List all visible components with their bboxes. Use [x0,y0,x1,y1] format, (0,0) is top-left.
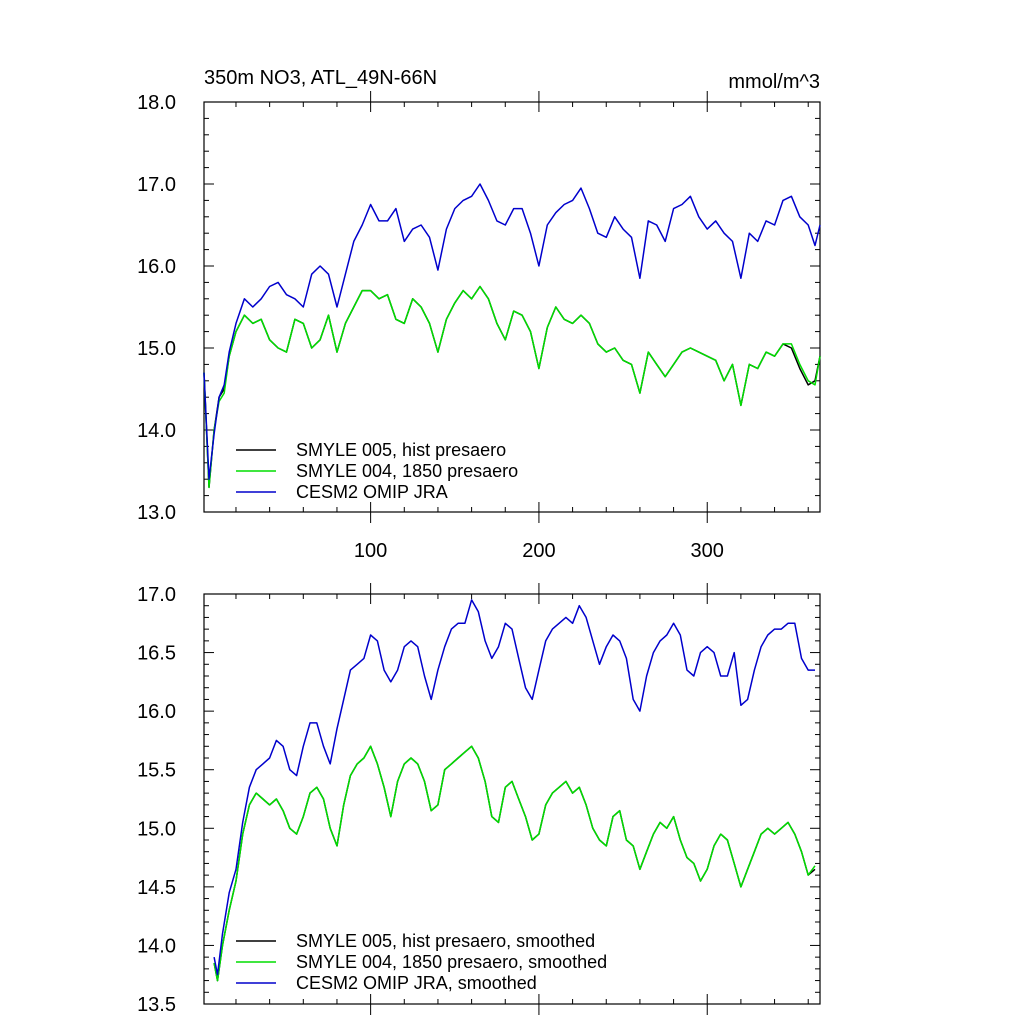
legend-label: SMYLE 004, 1850 presaero [296,461,518,481]
top-chart-units: mmol/m^3 [728,71,820,93]
top-chart-title: 350m NO3, ATL_49N-66N [204,67,437,89]
x-tick-label: 100 [354,540,387,562]
series-line-1 [213,745,816,982]
top-chart: 13.0 14.0 15.0 16.0 17.0 18.0 100 200 300 SMYLE 0… [137,91,821,562]
legend-label: SMYLE 004, 1850 presaero, smoothed [296,952,607,972]
legend-label: SMYLE 005, hist presaero [296,440,506,460]
y-tick-label: 14.0 [137,935,176,957]
y-tick-label: 16.0 [137,256,176,278]
y-tick-label: 17.0 [137,584,176,606]
y-tick-label: 14.0 [137,420,176,442]
plot-frame [203,101,821,513]
series-line-2 [213,599,815,976]
y-tick-label: 18.0 [137,92,176,114]
y-tick-label: 14.5 [137,877,176,899]
y-tick-label: 13.5 [137,994,176,1016]
series-line-2 [203,183,821,480]
y-tick-label: 16.5 [137,643,176,665]
legend-label: CESM2 OMIP JRA, smoothed [296,973,537,993]
y-tick-label: 15.0 [137,338,176,360]
legend-label: SMYLE 005, hist presaero, smoothed [296,931,595,951]
x-tick-label: 300 [691,540,724,562]
y-tick-label: 16.0 [137,701,176,723]
x-tick-label: 200 [522,540,555,562]
y-tick-label: 17.0 [137,174,176,196]
series-line-1 [203,285,821,489]
y-tick-label: 13.0 [137,502,176,524]
y-tick-label: 15.0 [137,818,176,840]
legend-label: CESM2 OMIP JRA [296,482,448,502]
bottom-chart: 13.5 14.0 14.5 15.0 15.5 16.0 16.5 17.0 SMYLE 00… [137,583,821,1016]
plot-frame [203,593,821,1005]
legend: SMYLE 005, hist presaero, smoothedSMYLE … [236,931,607,993]
y-tick-label: 15.5 [137,760,176,782]
